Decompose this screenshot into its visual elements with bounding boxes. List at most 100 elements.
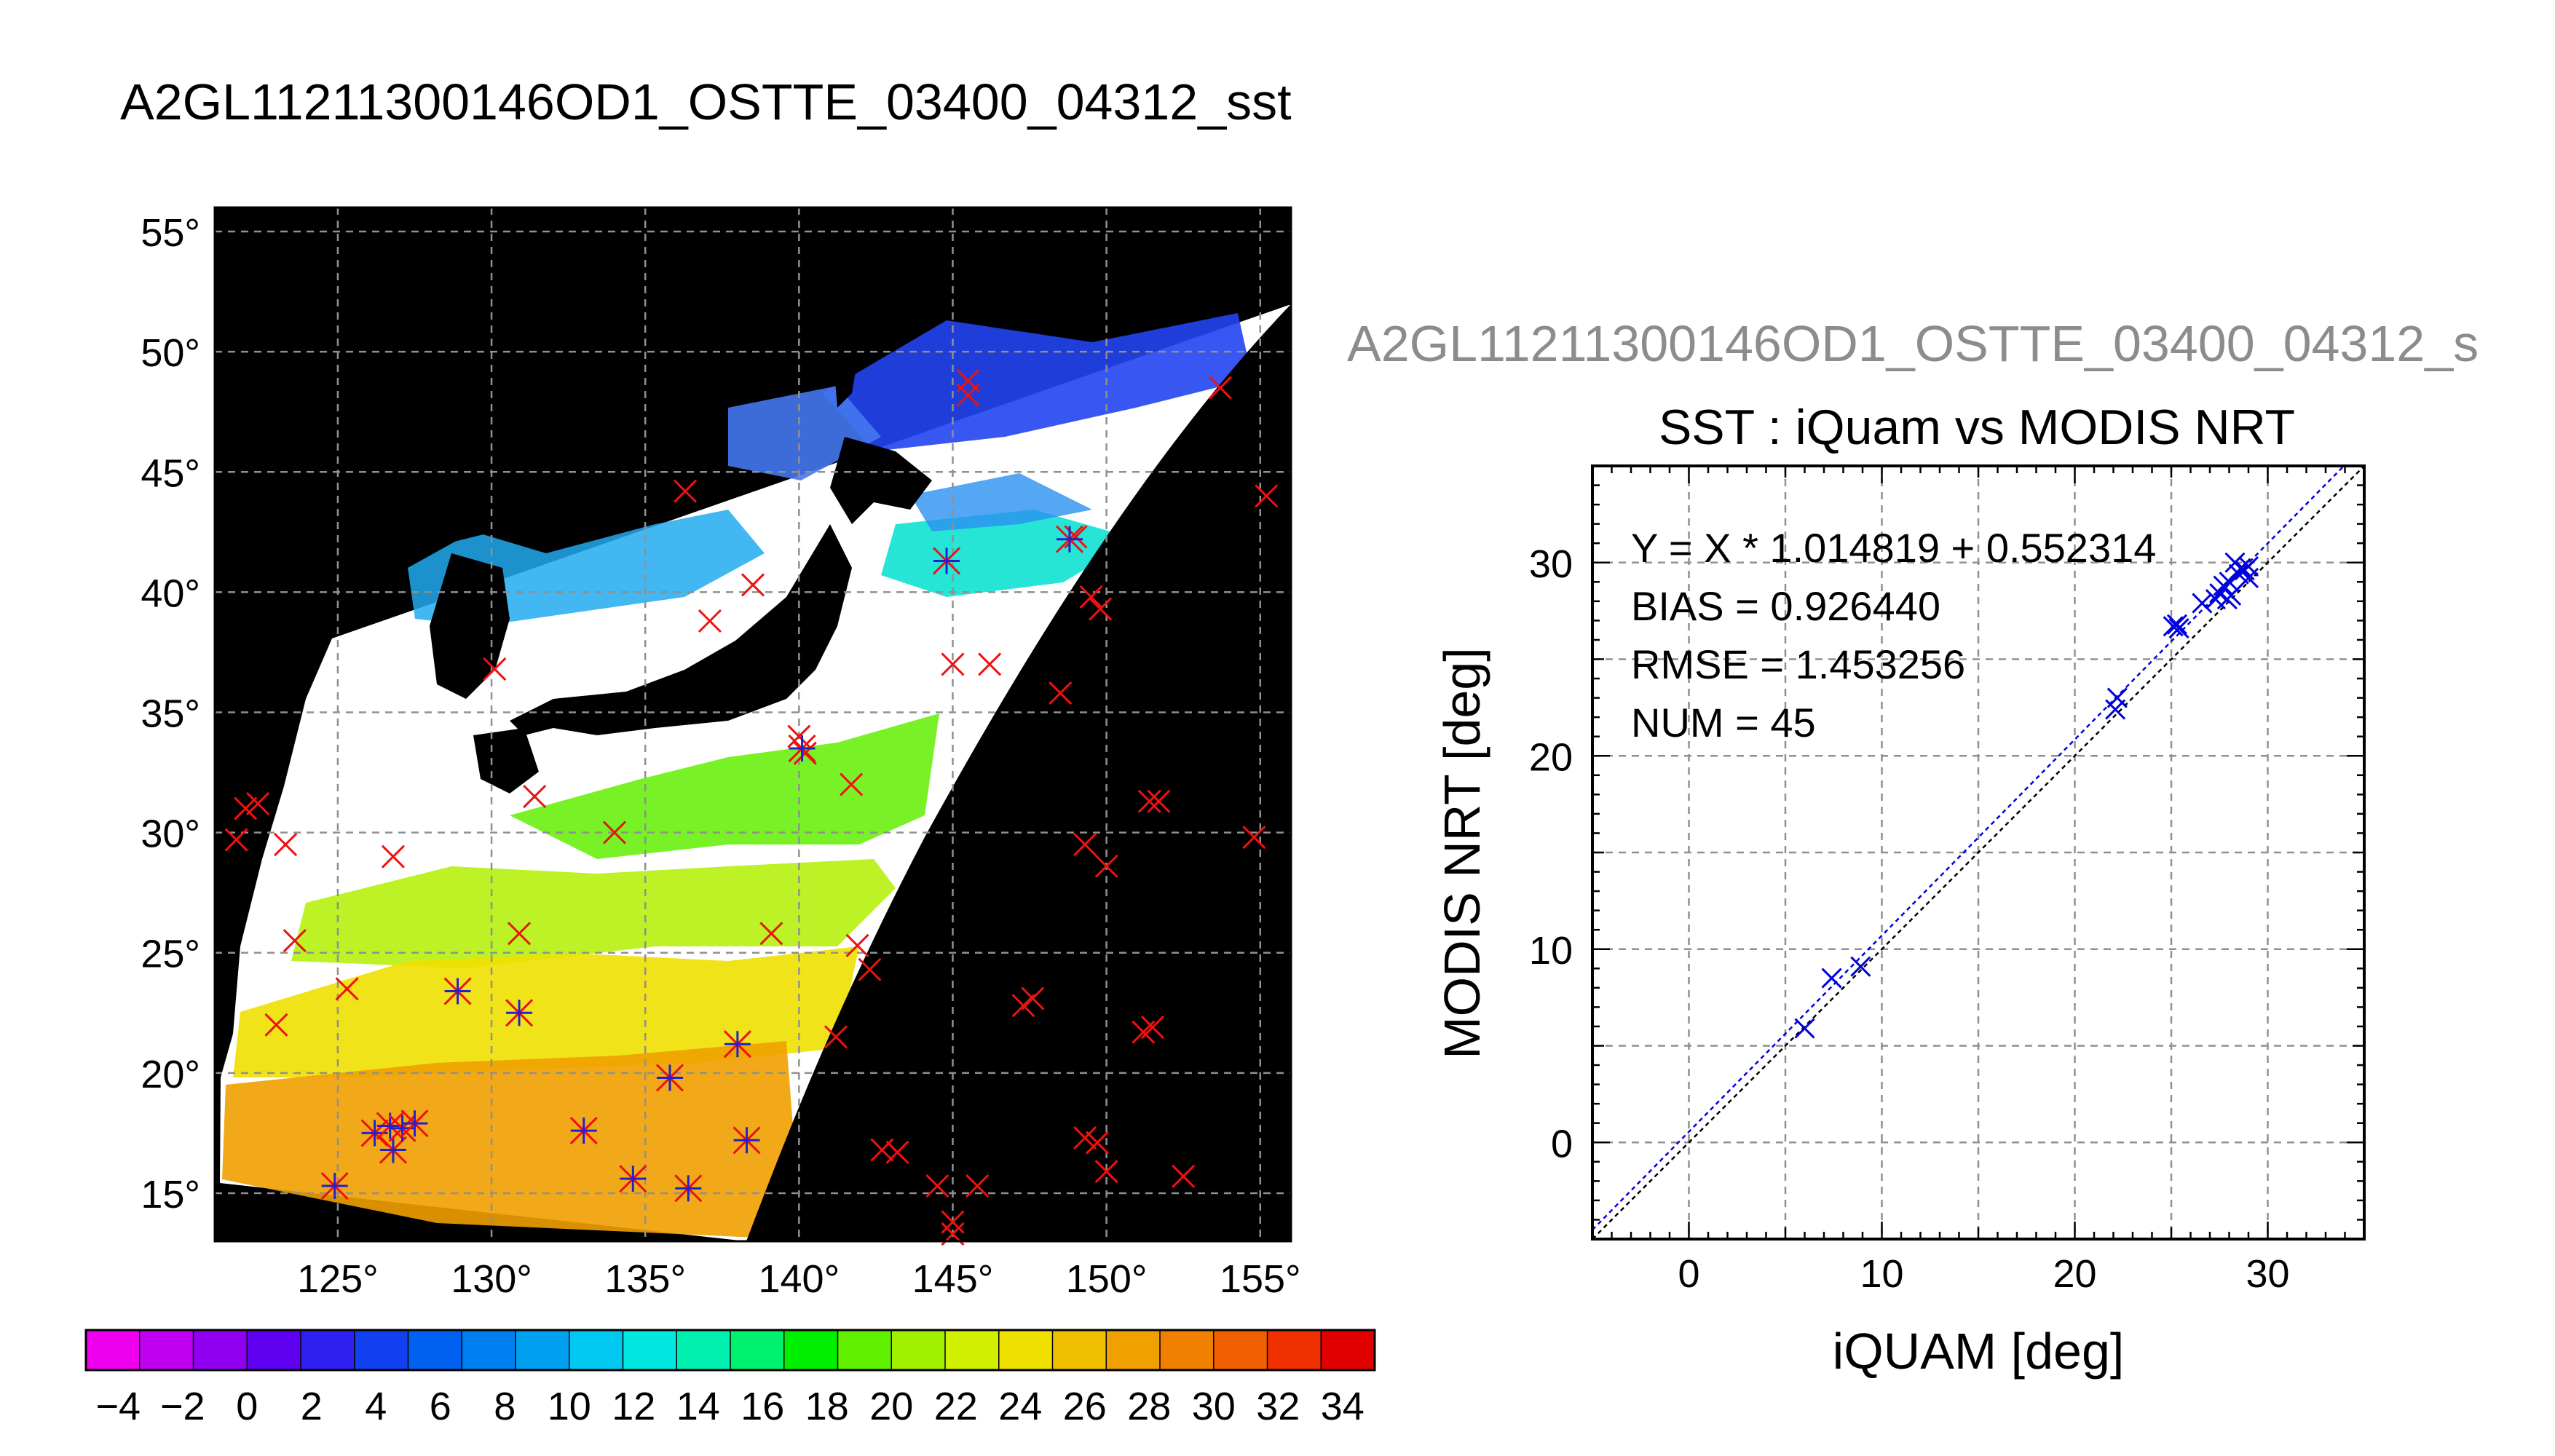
station-marker-red [793,741,817,765]
station-marker-red [840,772,864,796]
map-lon-tick-label: 135° [604,1257,686,1301]
sst-band-green [510,713,939,859]
station-marker-red [759,922,783,946]
colorbar-cell [783,1330,838,1370]
scatter-header: A2GL11211300146OD1_OSTTE_03400_04312_s [1347,315,2479,372]
scatter-point [2238,555,2259,577]
station-marker-red [1089,597,1113,621]
station-marker-match [505,999,534,1027]
colorbar-cell [139,1330,194,1370]
colorbar-cell [730,1330,785,1370]
colorbar-cell [86,1330,141,1370]
scatter-xtick-label: 10 [1860,1252,1903,1296]
scatter-point [2168,617,2189,639]
station-marker-match [732,1126,761,1155]
map-lon-tick-label: 130° [451,1257,532,1301]
scatter-point [1794,1018,1815,1039]
colorbar-cell [1267,1330,1322,1370]
map-frame [213,206,1292,1243]
colorbar-label: −2 [160,1385,205,1428]
station-marker-red [925,1174,949,1198]
station-marker-red [264,1013,288,1037]
map-lat-tick-labels: 15° 20° 25° 30° 35° 40° 45° 50° 55° [141,211,200,1216]
map-lat-tick-label: 40° [141,571,200,615]
station-marker-red [885,1140,909,1164]
colorbar-cell [408,1330,462,1370]
station-marker-match [400,1109,429,1138]
station-marker-red [381,844,405,869]
station-marker-red [1094,854,1118,878]
scatter-ylabel: MODIS NRT [deg] [1434,647,1490,1059]
station-marker-red [1137,789,1161,813]
scatter-point [2192,593,2213,614]
station-marker-red [1049,681,1073,705]
station-marker-red [274,833,298,857]
scatter-ytick-label: 0 [1551,1122,1573,1166]
map-lat-tick-label: 55° [141,211,200,255]
station-marker-red [698,609,722,633]
scatter-point [2221,585,2242,606]
station-marker-match [655,1064,684,1092]
station-marker-match [569,1117,598,1145]
station-marker-red [978,652,1002,676]
sst-band-yellow [233,946,859,1077]
station-marker-red [1021,986,1045,1010]
station-marker-red [246,791,270,816]
land-asia [215,207,874,1077]
scatter-ytick-label: 20 [1529,735,1573,779]
colorbar-label: 32 [1256,1385,1300,1428]
colorbar-cell [676,1330,731,1370]
scatter-plot: SST : iQuam vs MODIS NRT 0 10 20 300102030 … [1434,400,2366,1380]
station-marker-red [335,977,359,1001]
colorbar-label: 6 [430,1385,451,1428]
colorbar-label: 8 [494,1385,516,1428]
station-marker-red [1085,1131,1110,1155]
colorbar-label: 20 [869,1385,913,1428]
identity-line [1592,466,2364,1239]
colorbar-cell [247,1330,301,1370]
station-marker-match [443,977,472,1005]
scatter-xlabel: iQUAM [deg] [1833,1323,2125,1380]
station-marker-red [941,1210,965,1234]
scatter-points [1794,552,2259,1039]
sst-band-orange [222,1041,794,1238]
scatter-title: SST : iQuam vs MODIS NRT [1659,400,2295,455]
station-marker-red [1094,1160,1118,1184]
scatter-ytick-label: 30 [1529,542,1573,586]
scatter-annotation: BIAS = 0.926440 [1631,583,1940,629]
colorbar-cell [1213,1330,1268,1370]
colorbar-cells [86,1330,1375,1370]
scatter-ticks: 0 10 20 30 0 10 20 30 [1529,464,2366,1296]
station-marker-red [1140,1016,1165,1040]
station-marker-red [741,573,765,597]
scatter-point [2106,687,2128,708]
colorbar-cell [301,1330,355,1370]
station-marker-red [870,1138,894,1162]
colorbar-cell [516,1330,570,1370]
scatter-annotation: Y = X * 1.014819 + 0.552314 [1631,525,2156,571]
station-marker-red [483,657,507,681]
map-lat-tick-label: 30° [141,812,200,856]
scatter-annotation: NUM = 45 [1631,700,1816,745]
colorbar-cell [1052,1330,1107,1370]
station-marker-match [320,1171,349,1200]
station-marker-match [932,547,961,575]
colorbar-cell [193,1330,248,1370]
map-lat-tick-label: 35° [141,692,200,735]
station-marker-red [1011,994,1035,1018]
station-marker-red [1255,484,1279,508]
scatter-point [2166,614,2188,635]
colorbar-cell [354,1330,408,1370]
scatter-annotation: RMSE = 1.453256 [1631,641,1965,687]
station-marker-red [523,785,547,809]
scatter-xtick-label: 30 [2246,1252,2289,1296]
station-marker-red [1172,1164,1196,1188]
colorbar-label: 14 [676,1385,720,1428]
land-hokkaido [830,437,932,524]
station-marker-match [723,1030,751,1059]
station-marker-red [1064,525,1088,549]
station-marker-red [956,383,980,407]
colorbar-cell [837,1330,892,1370]
main-title: A2GL11211300146OD1_OSTTE_03400_04312_sst [120,74,1292,130]
